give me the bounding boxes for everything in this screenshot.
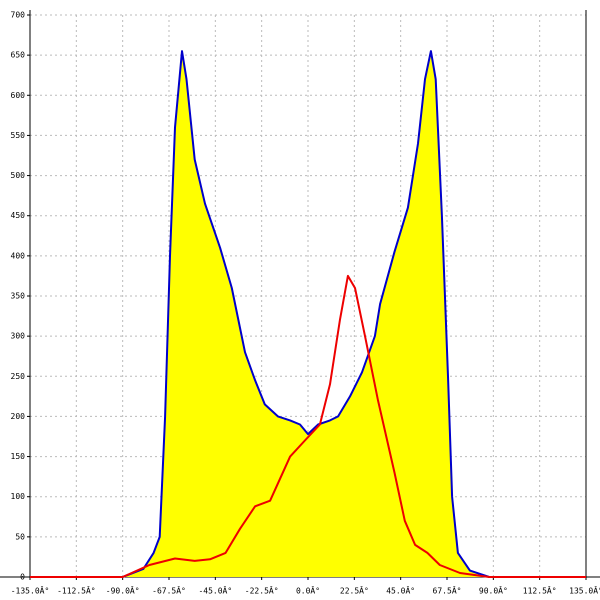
x-tick-label: 67.5Â° (433, 585, 462, 596)
x-tick-label: -22.5Â° (245, 585, 279, 596)
y-tick-label: 650 (11, 51, 26, 60)
x-tick-label: 45.0Â° (386, 585, 415, 596)
x-tick-label: 135.0Â° (569, 585, 600, 596)
x-tick-label: 112.5Â° (523, 585, 557, 596)
area (122, 51, 490, 578)
y-tick-label: 450 (11, 211, 26, 220)
x-tick-label: -135.0Â° (11, 585, 50, 596)
x-tick-label: -112.5Â° (57, 585, 96, 596)
line (30, 274, 586, 578)
y-tick-label: 500 (11, 171, 26, 180)
y-tick-label: 550 (11, 131, 26, 140)
x-tick-label: 90.0Â° (479, 585, 508, 596)
y-tick-label: 600 (11, 91, 26, 100)
y-tick-label: 250 (11, 372, 26, 381)
y-tick-label: 100 (11, 492, 26, 501)
y-tick-label: 150 (11, 452, 26, 461)
y-tick-label: 300 (11, 332, 26, 341)
line (122, 50, 490, 578)
x-tick-label: -45.0Â° (198, 585, 232, 596)
y-tick-label: 50 (15, 532, 25, 541)
y-tick-label: 400 (11, 251, 26, 260)
x-tick-label: -67.5Â° (152, 585, 186, 596)
x-tick-label: 22.5Â° (340, 585, 369, 596)
y-tick-label: 200 (11, 412, 26, 421)
y-tick-label: 700 (11, 11, 26, 20)
x-tick-label: 0.0Â° (296, 585, 320, 596)
y-tick-label: 350 (11, 292, 26, 301)
x-tick-label: -90.0Â° (106, 585, 140, 596)
